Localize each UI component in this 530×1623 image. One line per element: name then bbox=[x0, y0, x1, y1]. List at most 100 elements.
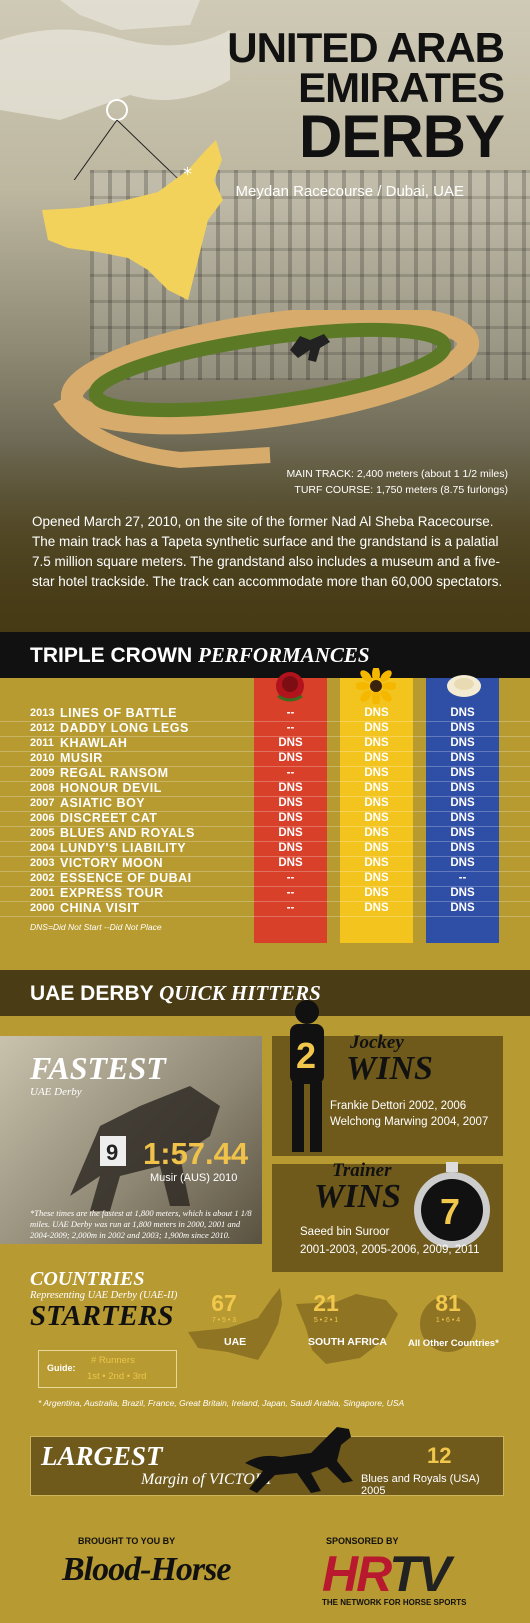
preakness-result-cell: DNS bbox=[364, 827, 389, 839]
stopwatch-icon: 7 bbox=[414, 1162, 490, 1248]
belmont-column bbox=[426, 678, 499, 943]
horse-name-cell: ASIATIC BOY bbox=[60, 796, 146, 810]
trainer-line-1: Saeed bin Suroor bbox=[300, 1226, 390, 1238]
year-cell: 2013 bbox=[30, 707, 55, 719]
title-line-3: DERBY bbox=[298, 102, 505, 170]
year-cell: 2004 bbox=[30, 842, 55, 854]
trainer-label: Trainer bbox=[332, 1160, 392, 1181]
jockey-wins-number: 2 bbox=[296, 1035, 316, 1076]
other-countries-count: 81 1 • 6 • 4 bbox=[424, 1290, 472, 1324]
preakness-result-cell: DNS bbox=[364, 812, 389, 824]
venue-label: Meydan Racecourse / Dubai, UAE bbox=[235, 183, 464, 200]
belmont-result-cell: DNS bbox=[450, 887, 475, 899]
largest-subtitle: Margin of VICTORY bbox=[141, 1471, 274, 1488]
kentucky-result-cell: -- bbox=[286, 707, 295, 719]
table-row: 2010 MUSIR DNS DNS DNS bbox=[0, 751, 530, 767]
blood-horse-logo[interactable]: Blood-Horse bbox=[62, 1551, 231, 1588]
svg-text:9: 9 bbox=[106, 1140, 118, 1165]
table-row: 2006 DISCREET CAT DNS DNS DNS bbox=[0, 811, 530, 827]
uae-places: 7 • 5 • 3 bbox=[211, 1317, 237, 1324]
fastest-subtitle: UAE Derby bbox=[30, 1086, 82, 1098]
belmont-result-cell: DNS bbox=[450, 812, 475, 824]
largest-title: LARGEST bbox=[41, 1441, 163, 1471]
other-runners: 81 bbox=[435, 1290, 461, 1316]
year-cell: 2001 bbox=[30, 887, 55, 899]
largest-value: 12 bbox=[427, 1443, 452, 1468]
south-africa-runners: 21 bbox=[313, 1290, 339, 1316]
preakness-result-cell: DNS bbox=[364, 752, 389, 764]
horse-name-cell: BLUES AND ROYALS bbox=[60, 826, 195, 840]
kentucky-result-cell: DNS bbox=[278, 752, 303, 764]
trainer-wins-panel: Trainer WINS 7 Saeed bin Suroor 2001-200… bbox=[272, 1160, 503, 1272]
hrtv-logo[interactable]: HRTV bbox=[322, 1545, 451, 1603]
kentucky-result-cell: -- bbox=[286, 887, 295, 899]
belmont-result-cell: DNS bbox=[450, 857, 475, 869]
starters-heading: STARTERS bbox=[30, 1300, 174, 1332]
table-row: 2004 LUNDY'S LIABILITY DNS DNS DNS bbox=[0, 841, 530, 857]
year-cell: 2012 bbox=[30, 722, 55, 734]
year-cell: 2000 bbox=[30, 902, 55, 914]
trainer-wins-label: WINS bbox=[314, 1178, 401, 1215]
south-africa-shape-icon bbox=[296, 1294, 398, 1364]
trainer-line-2: 2001-2003, 2005-2006, 2009, 2011 bbox=[300, 1244, 480, 1256]
year-cell: 2003 bbox=[30, 857, 55, 869]
kentucky-result-cell: DNS bbox=[278, 827, 303, 839]
uae-runners: 67 bbox=[211, 1290, 237, 1316]
south-africa-count: 21 5 • 2 • 1 bbox=[300, 1290, 352, 1324]
kentucky-result-cell: DNS bbox=[278, 857, 303, 869]
horse-rider-icon bbox=[290, 334, 330, 362]
belmont-result-cell: DNS bbox=[450, 902, 475, 914]
preakness-result-cell: DNS bbox=[364, 737, 389, 749]
hero-section: UNITED ARAB EMIRATES DERBY Meydan Raceco… bbox=[0, 0, 530, 632]
table-row: 2005 BLUES AND ROYALS DNS DNS DNS bbox=[0, 826, 530, 842]
preakness-result-cell: DNS bbox=[364, 722, 389, 734]
galloping-horse-icon bbox=[245, 1427, 353, 1493]
horse-name-cell: HONOUR DEVIL bbox=[60, 781, 162, 795]
uae-count: 67 7 • 5 • 3 bbox=[198, 1290, 250, 1324]
preakness-column bbox=[340, 678, 413, 943]
preakness-result-cell: DNS bbox=[364, 767, 389, 779]
south-africa-places: 5 • 2 • 1 bbox=[313, 1317, 339, 1324]
table-row: 2012 DADDY LONG LEGS -- DNS DNS bbox=[0, 721, 530, 737]
triple-crown-key: DNS=Did Not Start --Did Not Place bbox=[30, 922, 162, 932]
black-eyed-susan-icon bbox=[356, 668, 396, 704]
belmont-result-cell: DNS bbox=[450, 752, 475, 764]
location-ring-icon bbox=[106, 99, 128, 121]
kentucky-result-cell: DNS bbox=[278, 782, 303, 794]
horse-name-cell: KHAWLAH bbox=[60, 736, 128, 750]
kentucky-result-cell: -- bbox=[286, 902, 295, 914]
belmont-result-cell: DNS bbox=[450, 782, 475, 794]
track-diagram-icon bbox=[53, 310, 480, 469]
hrtv-tagline: THE NETWORK FOR HORSE SPORTS bbox=[322, 1598, 467, 1607]
racehorse-photo-icon: 9 bbox=[70, 1086, 220, 1211]
jockey-wins-panel: 2 Jockey WINS Frankie Dettori 2002, 2006… bbox=[272, 1000, 503, 1156]
preakness-result-cell: DNS bbox=[364, 707, 389, 719]
countries-subheading: Representing UAE Derby (UAE-II) bbox=[30, 1290, 178, 1301]
fastest-title: FASTEST bbox=[30, 1050, 166, 1086]
kentucky-result-cell: -- bbox=[286, 722, 295, 734]
kentucky-result-cell: -- bbox=[286, 767, 295, 779]
year-cell: 2010 bbox=[30, 752, 55, 764]
year-cell: 2009 bbox=[30, 767, 55, 779]
belmont-result-cell: DNS bbox=[450, 827, 475, 839]
fastest-time: 1:57.44 bbox=[143, 1136, 249, 1171]
preakness-result-cell: DNS bbox=[364, 842, 389, 854]
table-row: 2003 VICTORY MOON DNS DNS DNS bbox=[0, 856, 530, 872]
star-marker-icon: * bbox=[183, 164, 192, 185]
quick-hitters-heading: UAE DERBY bbox=[30, 982, 160, 1005]
jockey-silhouette-icon: 2 bbox=[290, 1000, 324, 1152]
jockey-line-2: Welchong Marwing 2004, 2007 bbox=[330, 1116, 489, 1128]
uae-name: UAE bbox=[224, 1336, 247, 1348]
table-row: 2007 ASIATIC BOY DNS DNS DNS bbox=[0, 796, 530, 812]
horse-name-cell: ESSENCE OF DUBAI bbox=[60, 871, 192, 885]
south-africa-name: SOUTH AFRICA bbox=[308, 1336, 387, 1348]
kentucky-result-cell: DNS bbox=[278, 797, 303, 809]
table-row: 2013 LINES OF BATTLE -- DNS DNS bbox=[0, 706, 530, 722]
fastest-panel: 9 FASTEST UAE Derby 1:57.44 Musir (AUS) … bbox=[0, 1036, 262, 1244]
table-row: 2001 EXPRESS TOUR -- DNS DNS bbox=[0, 886, 530, 902]
preakness-result-cell: DNS bbox=[364, 857, 389, 869]
preakness-result-cell: DNS bbox=[364, 902, 389, 914]
globe-icon bbox=[420, 1296, 476, 1352]
kentucky-column bbox=[254, 678, 327, 943]
